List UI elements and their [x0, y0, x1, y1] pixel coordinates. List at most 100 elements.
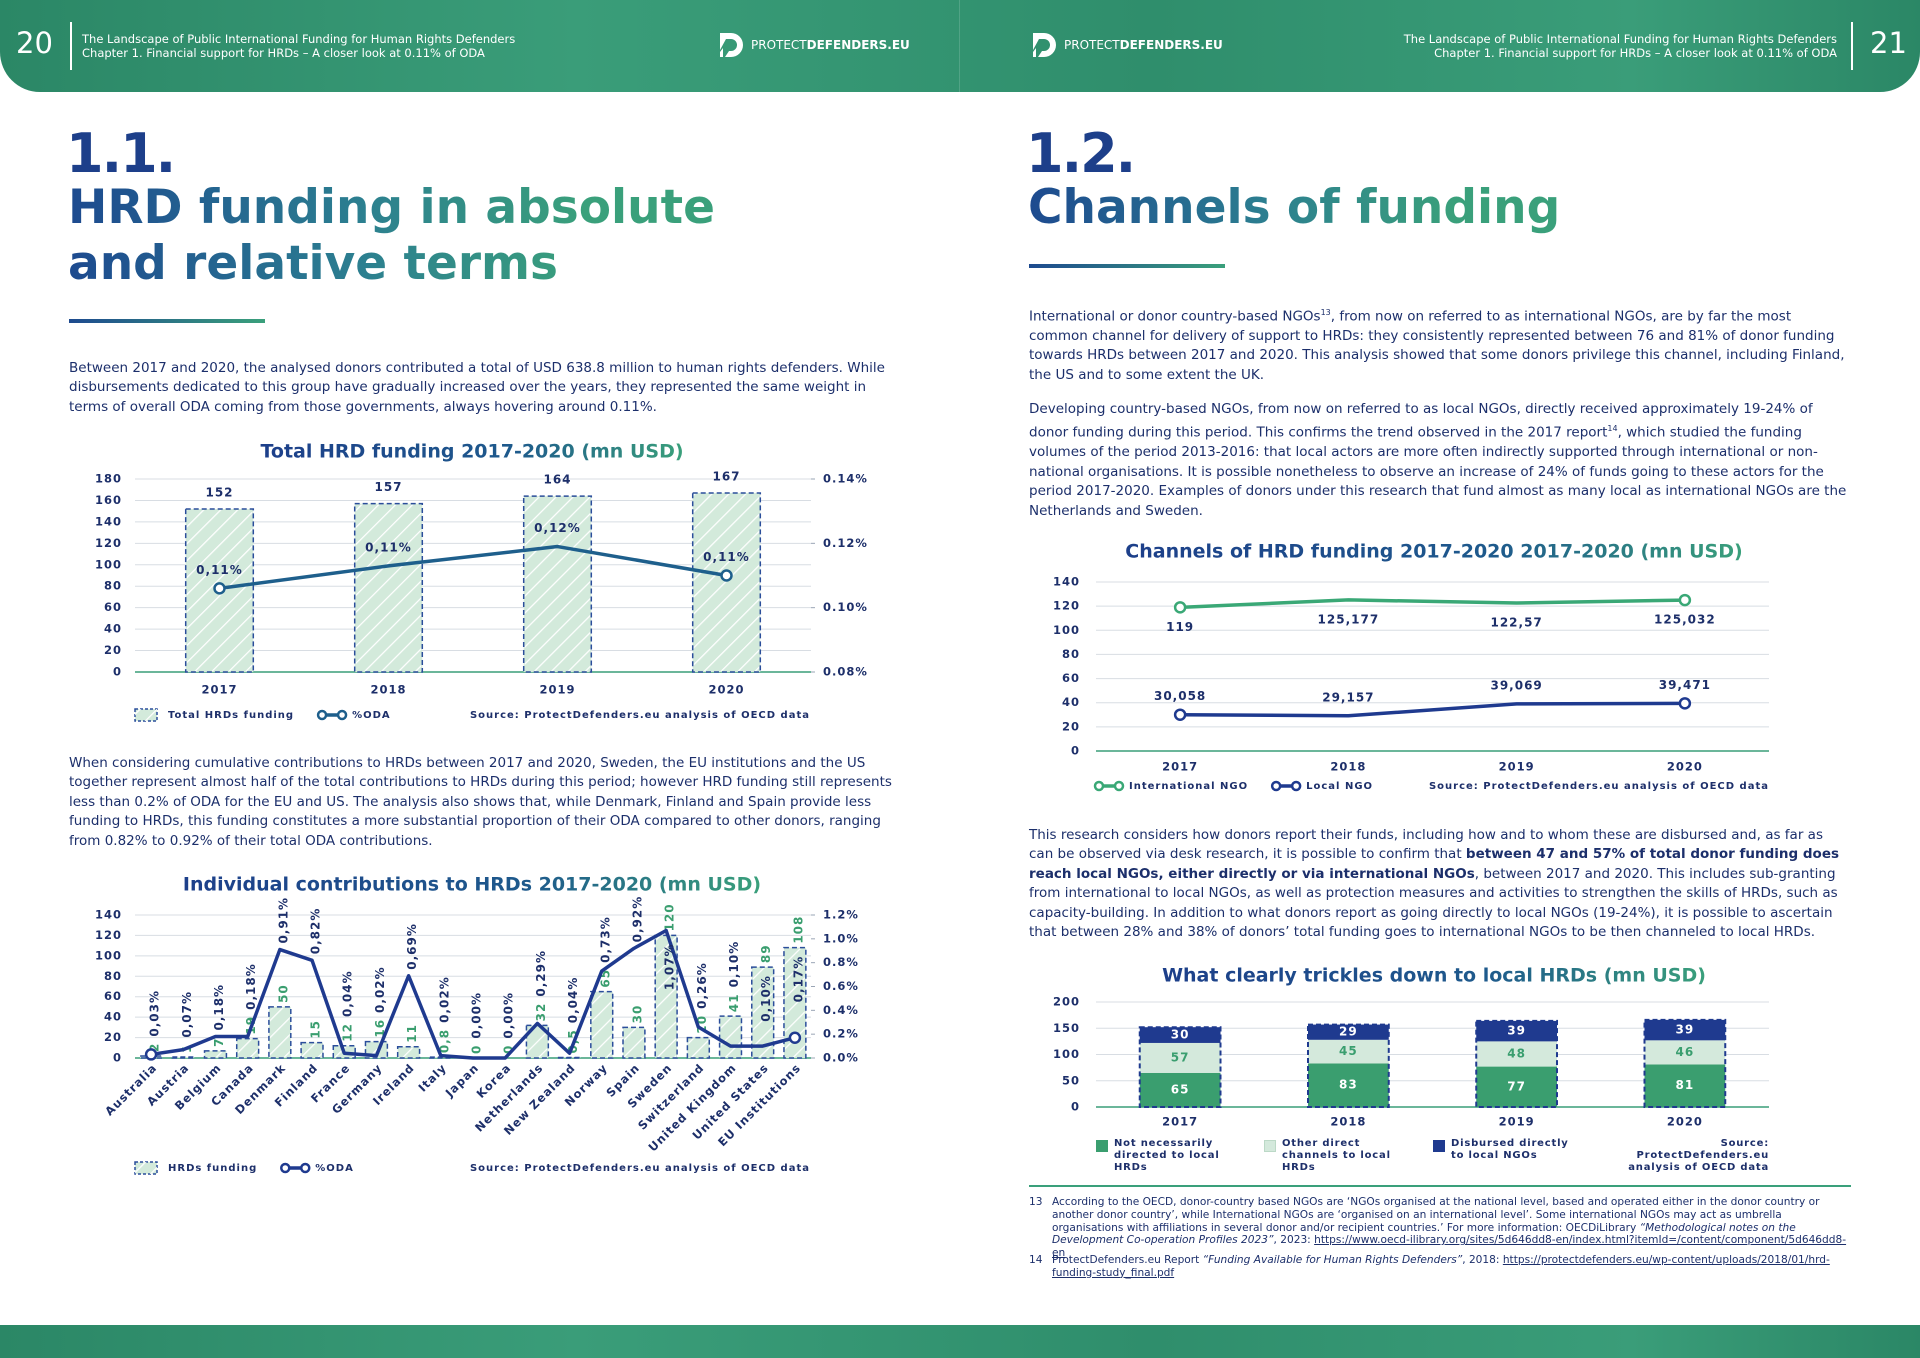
chart-title: Individual contributions to HRDs 2017-20…	[183, 874, 761, 896]
stack-outline	[1475, 1019, 1559, 1109]
footnote: 14 ProtectDefenders.eu Report “Funding Av…	[1029, 1254, 1851, 1280]
value-label: 0,8	[437, 1029, 451, 1053]
footnote-number: 13	[1029, 1196, 1043, 1208]
paragraph: Developing country-based NGOs, from now …	[1029, 400, 1851, 521]
value-label: 0,03%	[148, 990, 162, 1037]
value-label: 30,058	[1154, 689, 1206, 703]
page-number: 21	[1870, 26, 1907, 60]
y-tick-label: 80	[104, 579, 122, 593]
logo-icon	[720, 33, 743, 57]
chapter-title: Chapter 1. Financial support for HRDs – …	[82, 46, 485, 60]
stack-outline	[1138, 1026, 1222, 1108]
bar	[557, 1056, 582, 1059]
text: ProtectDefenders.eu Report	[1052, 1254, 1203, 1266]
value-label: 108	[791, 916, 805, 944]
footnote-number: 14	[1029, 1254, 1043, 1266]
logo-text: PROTECTDEFENDERS.EU	[1064, 38, 1223, 52]
legend-swatch-hatch	[135, 709, 157, 721]
value-label: 1,07%	[663, 943, 677, 990]
y-tick-label: 140	[1053, 575, 1080, 589]
value-label: 2	[148, 1043, 162, 1052]
bar-hatch	[205, 1051, 226, 1057]
value-label: 0,26%	[695, 962, 709, 1009]
line	[1180, 701, 1685, 718]
value-label: 29	[1339, 1025, 1358, 1039]
y-tick-label: 140	[95, 514, 122, 528]
link[interactable]: https://protectdefenders.eu/wp-content/u…	[1052, 1254, 1830, 1279]
bar	[171, 1056, 195, 1059]
y-tick-label: 80	[1062, 647, 1080, 661]
legend-label: Total HRDs funding	[168, 710, 294, 721]
value-label: 0,02%	[373, 966, 387, 1013]
chart-source: Source: ProtectDefenders.eu analysis of …	[470, 710, 810, 721]
y-tick-label: 120	[1053, 599, 1080, 613]
stack-outline	[1306, 1023, 1390, 1108]
legend-label: Not necessarily directed to local HRDs	[1114, 1138, 1220, 1173]
legend-swatch	[1433, 1140, 1445, 1152]
bar-hatch	[237, 1039, 258, 1057]
stack-outline	[1643, 1018, 1727, 1108]
footnote-body: ProtectDefenders.eu Report “Funding Avai…	[1052, 1254, 1851, 1280]
bar-segment	[1476, 1066, 1558, 1107]
text: , 2018:	[1462, 1254, 1503, 1266]
y-tick-label: 60	[1062, 671, 1080, 685]
chart-source: Source: ProtectDefenders.eu analysis of …	[1628, 1138, 1769, 1173]
header-rule	[70, 22, 72, 70]
line-end-marker	[1678, 697, 1692, 710]
value-label: 0,11%	[703, 550, 750, 564]
logo-bold: DEFENDERS.EU	[1119, 38, 1223, 52]
y2-tick-label: 0.8%	[823, 955, 859, 969]
value-label: 0,00%	[502, 992, 516, 1039]
link[interactable]: https://www.oecd-ilibrary.org/sites/5d64…	[1052, 1234, 1847, 1260]
value-label: 46	[1676, 1045, 1695, 1059]
line	[150, 928, 796, 1060]
header-band	[0, 0, 1920, 92]
y-tick-label: 80	[104, 969, 122, 983]
value-label: 50	[276, 984, 290, 1003]
paragraph: When considering cumulative contribution…	[69, 755, 892, 849]
bar-hatch	[398, 1047, 419, 1057]
title-rule	[1029, 264, 1225, 268]
y-tick-label: 20	[1062, 719, 1080, 733]
y-tick-label: 40	[1062, 695, 1080, 709]
value-label: 77	[1507, 1079, 1526, 1093]
logo-text: PROTECTDEFENDERS.EU	[751, 38, 910, 52]
header-rule	[1851, 22, 1853, 70]
value-label: 125,032	[1654, 613, 1716, 627]
value-label: 39,069	[1490, 678, 1542, 692]
x-tick-label: 2018	[1330, 760, 1366, 774]
value-label: 48	[1507, 1046, 1526, 1060]
value-label: 0,11%	[365, 540, 412, 554]
value-label: 29,157	[1322, 690, 1374, 704]
value-label: 122,57	[1490, 616, 1542, 630]
line-end-marker	[1678, 593, 1692, 607]
bar-hatch	[752, 968, 773, 1057]
y-tick-label: 120	[95, 928, 122, 942]
text: Developing country-based NGOs, from now …	[1029, 401, 1813, 441]
value-label: 167	[712, 469, 740, 483]
value-label: 16	[373, 1019, 387, 1038]
value-label: 120	[663, 903, 677, 931]
value-label: 0,07%	[180, 991, 194, 1038]
header-text: The Landscape of Public International Fu…	[82, 32, 515, 60]
chapter-title: Chapter 1. Financial support for HRDs – …	[1434, 46, 1837, 60]
y-tick-label: 20	[104, 643, 122, 657]
paragraph: This research considers how donors repor…	[1029, 826, 1851, 942]
y-tick-label: 200	[1053, 995, 1080, 1009]
legend-marker	[1290, 780, 1302, 792]
paragraph: Between 2017 and 2020, the analysed dono…	[69, 360, 885, 415]
value-label: 0,00%	[470, 992, 484, 1039]
legend-marker	[1113, 780, 1125, 792]
bar-hatch	[269, 1007, 290, 1057]
value-label: 45	[1339, 1044, 1358, 1058]
value-label: 15	[309, 1020, 323, 1039]
x-tick-label: 2020	[1667, 1115, 1703, 1129]
value-label: 0,73%	[598, 916, 612, 963]
legend-label: Other direct channels to local HRDs	[1282, 1138, 1391, 1173]
y-tick-label: 120	[95, 536, 122, 550]
y2-tick-label: 0.08%	[823, 665, 868, 679]
bar-hatch	[693, 493, 760, 671]
y-tick-label: 100	[95, 948, 122, 962]
